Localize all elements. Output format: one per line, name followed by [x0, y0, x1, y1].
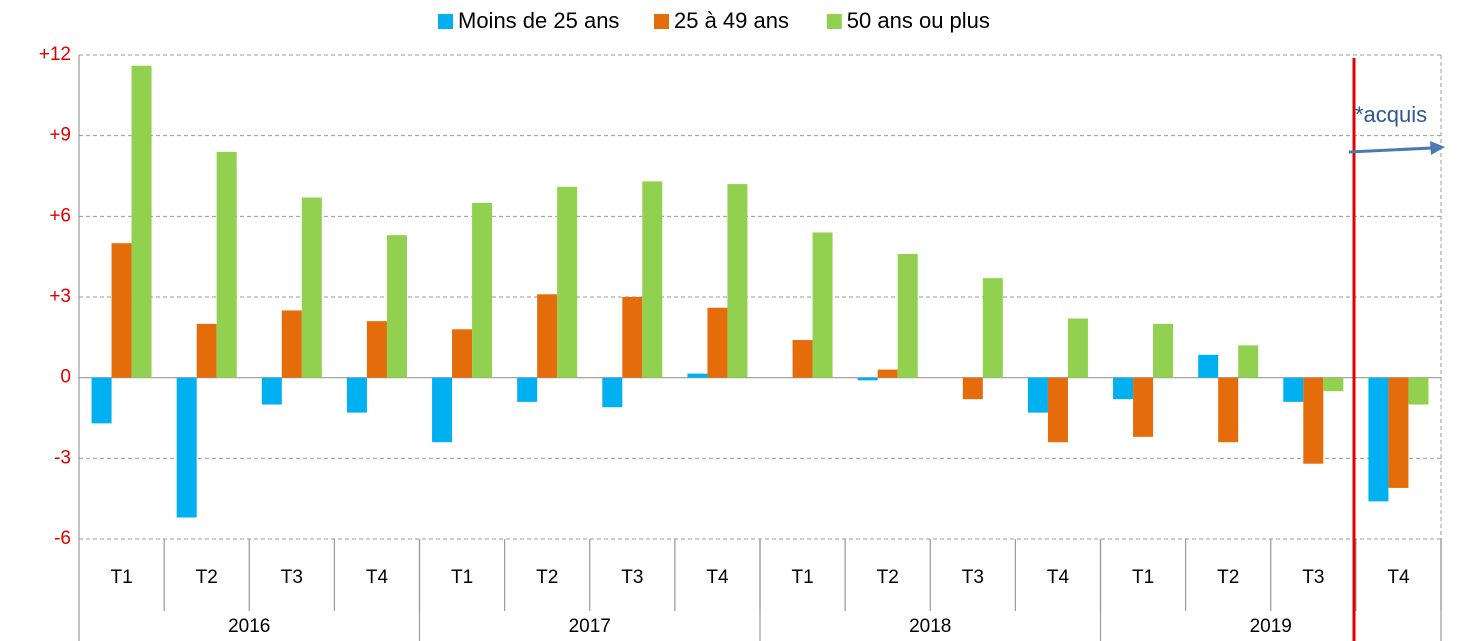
- bar: [812, 232, 833, 378]
- x-tick-label: T1: [1132, 567, 1154, 588]
- bar: [91, 377, 112, 424]
- bar: [962, 377, 983, 400]
- bar: [1153, 323, 1174, 378]
- x-tick-label: T3: [1302, 567, 1324, 588]
- bar: [261, 377, 282, 405]
- y-tick-label: +6: [49, 205, 71, 226]
- x-tick-label: T2: [196, 567, 218, 588]
- bar: [792, 340, 813, 378]
- x-tick-label: T4: [1047, 567, 1070, 588]
- bar: [877, 369, 898, 378]
- bar: [1198, 354, 1219, 378]
- x-tick-label: T3: [621, 567, 643, 588]
- bar: [537, 294, 558, 378]
- x-tick-label: T1: [110, 567, 132, 588]
- x-tick-label: T4: [366, 567, 389, 588]
- legend-swatch: [654, 14, 669, 29]
- bar: [642, 181, 663, 378]
- bar: [346, 377, 367, 413]
- bar: [452, 329, 473, 378]
- bar: [196, 323, 217, 378]
- x-tick-label: T3: [962, 567, 984, 588]
- year-label: 2019: [1250, 616, 1292, 637]
- bar: [472, 202, 493, 378]
- y-tick-label: 0: [60, 367, 71, 388]
- annotation: *acquis: [1355, 102, 1427, 127]
- legend-label: Moins de 25 ans: [458, 8, 619, 33]
- annotation-arrow: [1348, 146, 1433, 154]
- legend-label: 25 à 49 ans: [674, 8, 789, 33]
- bar: [1323, 377, 1344, 392]
- x-tick-label: T2: [877, 567, 899, 588]
- bar: [707, 307, 728, 378]
- year-label: 2017: [569, 616, 611, 637]
- y-tick-label: +12: [39, 44, 71, 65]
- bar: [281, 310, 302, 378]
- y-tick-label: -6: [54, 528, 71, 549]
- bar: [517, 377, 538, 402]
- x-tick-label: T4: [706, 567, 729, 588]
- bar: [857, 377, 878, 381]
- year-label: 2018: [909, 616, 951, 637]
- legend: Moins de 25 ans 25 à 49 ans 50 ans ou plus: [438, 8, 990, 33]
- bar: [897, 253, 918, 378]
- bar: [687, 373, 708, 378]
- bar: [1113, 377, 1134, 400]
- bar: [301, 197, 322, 378]
- bar: [1238, 345, 1259, 378]
- bar: [1388, 377, 1409, 488]
- legend-label: 50 ans ou plus: [847, 8, 990, 33]
- bar: [386, 235, 407, 378]
- bar: [602, 377, 623, 408]
- bar: [1218, 377, 1239, 443]
- legend-swatch: [438, 14, 453, 29]
- bar: [1047, 377, 1068, 443]
- bar: [982, 278, 1003, 378]
- bar: [557, 186, 578, 378]
- y-tick-label: +3: [49, 286, 71, 307]
- legend-swatch: [826, 14, 842, 29]
- y-tick-label: +9: [49, 125, 71, 146]
- year-label: 2016: [228, 616, 270, 637]
- bar: [111, 243, 132, 378]
- bar: [1283, 377, 1304, 402]
- bar: [366, 321, 387, 378]
- bar: [216, 151, 237, 378]
- plot: +12 +9 +6 +3 0 -3 -6 T1 T2 T3 T4 T1 T2 T3 T4 T1 T2 T3 T4 T1…: [39, 8, 1442, 641]
- x-tick-label: T1: [451, 567, 473, 588]
- bar: [1368, 377, 1389, 502]
- bar: [1303, 377, 1324, 464]
- y-tick-label: -3: [54, 447, 71, 468]
- annotation-arrow-head: [1430, 141, 1445, 155]
- bar: [176, 377, 197, 518]
- x-tick-label: T2: [1217, 567, 1239, 588]
- bar: [131, 65, 152, 378]
- bar: [1067, 318, 1088, 378]
- bar: [622, 297, 643, 378]
- x-tick-label: T4: [1387, 567, 1410, 588]
- bar: [1027, 377, 1048, 413]
- bar: [727, 184, 748, 378]
- x-tick-label: T3: [281, 567, 303, 588]
- x-tick-label: T2: [536, 567, 558, 588]
- bar: [1133, 377, 1154, 437]
- x-tick-label: T1: [791, 567, 813, 588]
- bar: [1408, 377, 1429, 405]
- bar: [432, 377, 453, 443]
